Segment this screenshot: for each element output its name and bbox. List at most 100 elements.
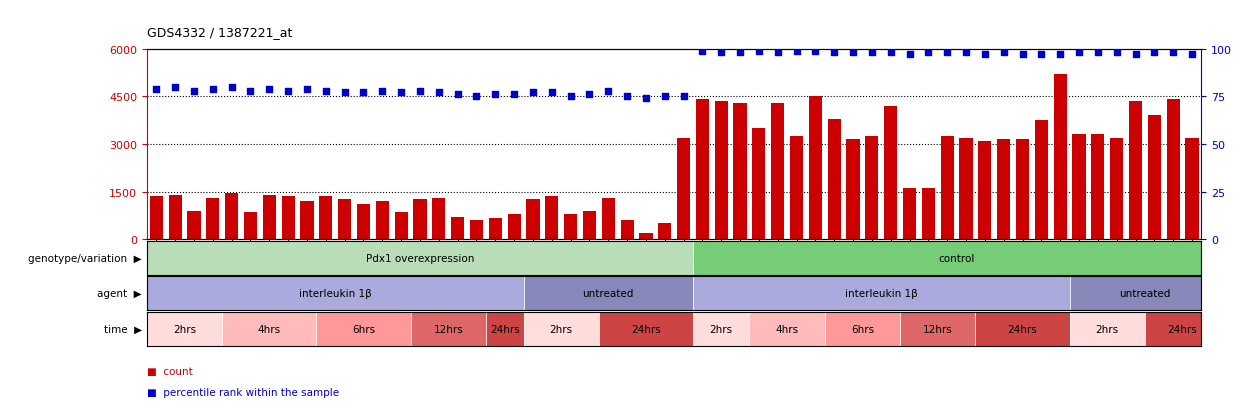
Text: agent  ▶: agent ▶ bbox=[97, 289, 142, 299]
Bar bbox=[316, 312, 411, 346]
Point bbox=[298, 86, 317, 93]
Point bbox=[579, 92, 599, 98]
Text: 24hrs: 24hrs bbox=[489, 324, 519, 334]
Bar bbox=[300, 202, 314, 240]
Text: 12hrs: 12hrs bbox=[923, 324, 952, 334]
Point bbox=[467, 94, 487, 100]
Bar bbox=[752, 129, 766, 240]
Point bbox=[900, 52, 920, 59]
Bar bbox=[884, 107, 898, 240]
Bar bbox=[1053, 75, 1067, 240]
Point bbox=[692, 48, 712, 55]
Point bbox=[787, 48, 807, 55]
Bar bbox=[339, 200, 351, 240]
Bar bbox=[395, 213, 407, 240]
Bar bbox=[357, 205, 370, 240]
Bar bbox=[508, 214, 520, 240]
Bar bbox=[1185, 138, 1199, 240]
Point bbox=[843, 50, 863, 57]
Bar bbox=[620, 221, 634, 240]
Bar bbox=[847, 140, 859, 240]
Bar bbox=[941, 137, 954, 240]
Point bbox=[749, 48, 769, 55]
Text: 2hrs: 2hrs bbox=[549, 324, 573, 334]
Bar bbox=[976, 312, 1069, 346]
Bar bbox=[599, 312, 693, 346]
Bar bbox=[527, 200, 539, 240]
Bar bbox=[188, 211, 200, 240]
Point bbox=[975, 52, 995, 59]
Bar bbox=[1129, 102, 1142, 240]
Bar bbox=[523, 312, 599, 346]
Bar bbox=[319, 197, 332, 240]
Point bbox=[674, 94, 693, 100]
Text: 2hrs: 2hrs bbox=[173, 324, 197, 334]
Point bbox=[1163, 50, 1183, 57]
Text: interleukin 1β: interleukin 1β bbox=[299, 289, 371, 299]
Bar bbox=[413, 200, 427, 240]
Bar bbox=[659, 224, 671, 240]
Point bbox=[880, 50, 900, 57]
Point bbox=[391, 90, 411, 97]
Bar bbox=[149, 197, 163, 240]
Point bbox=[919, 50, 939, 57]
Bar bbox=[771, 103, 784, 240]
Bar bbox=[147, 277, 523, 311]
Bar bbox=[1148, 116, 1160, 240]
Bar bbox=[828, 119, 840, 240]
Bar bbox=[1167, 100, 1180, 240]
Point bbox=[599, 88, 619, 95]
Point bbox=[1107, 50, 1127, 57]
Point bbox=[711, 50, 731, 57]
Point bbox=[428, 90, 448, 97]
Bar bbox=[583, 211, 596, 240]
Bar bbox=[997, 140, 1010, 240]
Point bbox=[994, 50, 1013, 57]
Text: untreated: untreated bbox=[1119, 289, 1170, 299]
Bar bbox=[469, 221, 483, 240]
Text: control: control bbox=[939, 254, 975, 263]
Text: ■  count: ■ count bbox=[147, 366, 193, 376]
Bar bbox=[432, 198, 446, 240]
Bar bbox=[1035, 121, 1048, 240]
Point bbox=[636, 96, 656, 102]
Text: 2hrs: 2hrs bbox=[1096, 324, 1119, 334]
Point bbox=[486, 92, 505, 98]
Bar bbox=[865, 137, 879, 240]
Text: 24hrs: 24hrs bbox=[1007, 324, 1037, 334]
Bar bbox=[601, 198, 615, 240]
Point bbox=[862, 50, 881, 57]
Bar bbox=[696, 100, 708, 240]
Point bbox=[1088, 50, 1108, 57]
Point bbox=[1182, 52, 1201, 59]
Point bbox=[335, 90, 355, 97]
Text: 4hrs: 4hrs bbox=[258, 324, 281, 334]
Bar bbox=[903, 189, 916, 240]
Text: ■  percentile rank within the sample: ■ percentile rank within the sample bbox=[147, 387, 339, 397]
Point bbox=[1012, 52, 1032, 59]
Bar bbox=[564, 214, 578, 240]
Bar bbox=[489, 219, 502, 240]
Point bbox=[166, 84, 186, 91]
Bar bbox=[523, 277, 693, 311]
Bar bbox=[147, 242, 693, 275]
Point bbox=[523, 90, 543, 97]
Bar bbox=[486, 312, 523, 346]
Bar bbox=[545, 197, 558, 240]
Bar bbox=[225, 194, 238, 240]
Text: untreated: untreated bbox=[583, 289, 634, 299]
Bar bbox=[411, 312, 486, 346]
Bar bbox=[1145, 312, 1220, 346]
Bar bbox=[281, 197, 295, 240]
Point bbox=[806, 48, 825, 55]
Point bbox=[655, 94, 675, 100]
Bar bbox=[693, 242, 1220, 275]
Text: genotype/variation  ▶: genotype/variation ▶ bbox=[29, 254, 142, 263]
Bar bbox=[1072, 135, 1086, 240]
Point bbox=[203, 86, 223, 93]
Bar bbox=[263, 195, 276, 240]
Bar bbox=[715, 102, 728, 240]
Bar bbox=[749, 312, 824, 346]
Text: 6hrs: 6hrs bbox=[352, 324, 375, 334]
Bar bbox=[1111, 138, 1123, 240]
